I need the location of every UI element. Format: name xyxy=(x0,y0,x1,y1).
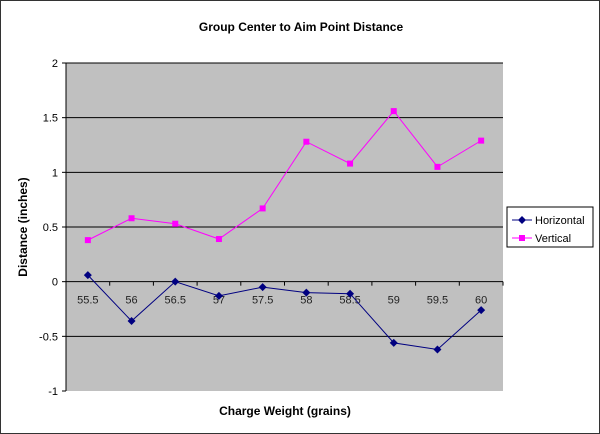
data-point-vertical xyxy=(215,236,222,243)
x-tick-label: 58.5 xyxy=(339,295,360,307)
legend-label-vertical: Vertical xyxy=(535,233,571,245)
x-tick-label: 59.5 xyxy=(427,295,448,307)
data-point-horizontal xyxy=(389,338,398,347)
data-point-horizontal xyxy=(83,271,92,280)
data-point-horizontal xyxy=(346,289,355,298)
data-point-vertical xyxy=(347,160,354,167)
series-line-horizontal xyxy=(87,274,482,350)
data-point-horizontal xyxy=(302,288,311,297)
data-point-vertical xyxy=(259,205,266,212)
x-tick-label: 57.5 xyxy=(252,295,273,307)
legend-marker xyxy=(518,216,526,224)
legend-marker xyxy=(519,235,525,241)
data-point-horizontal xyxy=(258,283,267,292)
y-tick-label: 0.5 xyxy=(43,222,58,234)
y-tick-label: -1 xyxy=(48,386,58,398)
data-point-horizontal xyxy=(127,317,136,326)
data-point-vertical xyxy=(128,215,135,222)
x-tick-label: 59 xyxy=(388,295,400,307)
data-point-vertical xyxy=(172,220,179,227)
data-point-horizontal xyxy=(433,345,442,354)
chart-title: Group Center to Aim Point Distance xyxy=(199,20,404,34)
data-point-vertical xyxy=(434,163,441,170)
data-point-horizontal xyxy=(477,306,486,315)
data-point-vertical xyxy=(303,138,310,145)
x-tick-label: 56 xyxy=(125,295,137,307)
x-tick-label: 56.5 xyxy=(165,295,186,307)
data-point-vertical xyxy=(390,108,397,115)
y-tick-label: 0 xyxy=(52,277,58,289)
series-line-vertical xyxy=(87,110,482,241)
x-tick-label: 55.5 xyxy=(77,295,98,307)
legend: Horizontal Vertical xyxy=(506,206,594,248)
y-tick-label: 1 xyxy=(52,167,58,179)
x-tick-label: 60 xyxy=(475,295,487,307)
data-point-horizontal xyxy=(214,291,223,300)
y-tick-label: 1.5 xyxy=(43,113,58,125)
data-point-horizontal xyxy=(171,277,180,286)
x-tick-label: 57 xyxy=(213,295,225,307)
y-axis-label: Distance (inches) xyxy=(16,177,30,276)
data-point-vertical xyxy=(84,237,91,244)
y-tick-label: 2 xyxy=(52,58,58,70)
data-point-vertical xyxy=(478,137,485,144)
legend-label-horizontal: Horizontal xyxy=(535,215,585,227)
x-axis-label: Charge Weight (grains) xyxy=(219,404,351,418)
x-tick-label: 58 xyxy=(300,295,312,307)
y-tick-label: -0.5 xyxy=(39,331,58,343)
